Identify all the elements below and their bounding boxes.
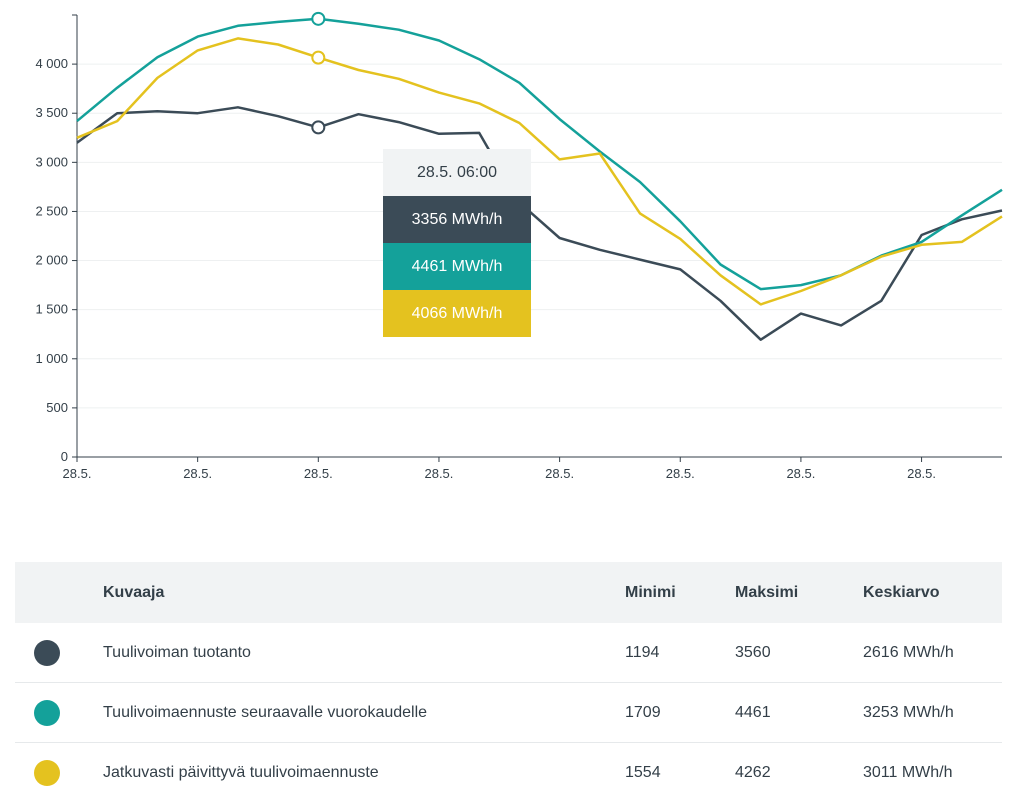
row-max: 3560 — [735, 623, 863, 683]
tooltip-value-updating-forecast: 4066 MWh/h — [383, 290, 531, 337]
row-series-name: Tuulivoimaennuste seuraavalle vuorokaude… — [103, 683, 625, 743]
header-average: Keskiarvo — [863, 562, 1002, 623]
series-line-1 — [77, 19, 1002, 289]
chart-tooltip: 28.5. 06:00 3356 MWh/h 4461 MWh/h 4066 M… — [383, 149, 531, 337]
highlight-markers — [312, 13, 324, 134]
header-color — [15, 562, 103, 623]
y-tick-label: 3 000 — [35, 154, 68, 169]
highlight-point-1 — [312, 13, 324, 25]
tooltip-value-next-day-forecast: 4461 MWh/h — [383, 243, 531, 290]
y-tick-label: 4 000 — [35, 56, 68, 71]
x-axis-ticks: 28.5. 28.5. 28.5. 28.5. 28.5. 28.5. 28.5. 28.5. — [63, 457, 936, 481]
row-max: 4461 — [735, 683, 863, 743]
x-tick-label: 28.5. — [304, 466, 333, 481]
row-series-name: Jatkuvasti päivittyvä tuulivoimaennuste — [103, 743, 625, 802]
series-line-2 — [77, 38, 1002, 304]
y-tick-label: 1 000 — [35, 351, 68, 366]
table-header-row: Kuvaaja Minimi Maksimi Keskiarvo — [15, 562, 1002, 623]
y-tick-label: 0 — [61, 449, 68, 464]
row-avg: 3253 MWh/h — [863, 683, 1002, 743]
summary-table: Kuvaaja Minimi Maksimi Keskiarvo Tuulivo… — [15, 562, 1002, 802]
row-avg: 2616 MWh/h — [863, 623, 1002, 683]
x-tick-label: 28.5. — [63, 466, 92, 481]
x-tick-label: 28.5. — [545, 466, 574, 481]
row-min: 1709 — [625, 683, 735, 743]
x-tick-label: 28.5. — [424, 466, 453, 481]
header-minimum: Minimi — [625, 562, 735, 623]
header-maximum: Maksimi — [735, 562, 863, 623]
series-color-dot-icon[interactable] — [34, 760, 60, 786]
series-lines — [77, 19, 1002, 340]
y-axis-ticks: 0 500 1 000 1 500 2 000 2 500 3 000 3 500 4 000 — [35, 15, 77, 464]
axes — [77, 15, 1002, 457]
row-avg: 3011 MWh/h — [863, 743, 1002, 802]
row-min: 1194 — [625, 623, 735, 683]
tooltip-time: 28.5. 06:00 — [383, 149, 531, 196]
grid-lines — [77, 64, 1002, 408]
y-tick-label: 2 000 — [35, 253, 68, 268]
x-tick-label: 28.5. — [666, 466, 695, 481]
table-row[interactable]: Tuulivoimaennuste seuraavalle vuorokaude… — [15, 683, 1002, 743]
series-color-dot-icon[interactable] — [34, 640, 60, 666]
x-tick-label: 28.5. — [786, 466, 815, 481]
y-tick-label: 1 500 — [35, 302, 68, 317]
highlight-point-0 — [312, 121, 324, 133]
row-min: 1554 — [625, 743, 735, 802]
row-series-name: Tuulivoiman tuotanto — [103, 623, 625, 683]
tooltip-value-production: 3356 MWh/h — [383, 196, 531, 243]
header-series: Kuvaaja — [103, 562, 625, 623]
table-row[interactable]: Tuulivoiman tuotanto 1194 3560 2616 MWh/… — [15, 623, 1002, 683]
table-row[interactable]: Jatkuvasti päivittyvä tuulivoimaennuste … — [15, 743, 1002, 802]
y-tick-label: 500 — [46, 400, 68, 415]
highlight-point-2 — [312, 52, 324, 64]
y-tick-label: 2 500 — [35, 203, 68, 218]
x-tick-label: 28.5. — [907, 466, 936, 481]
x-tick-label: 28.5. — [183, 466, 212, 481]
row-max: 4262 — [735, 743, 863, 802]
y-tick-label: 3 500 — [35, 105, 68, 120]
series-color-dot-icon[interactable] — [34, 700, 60, 726]
